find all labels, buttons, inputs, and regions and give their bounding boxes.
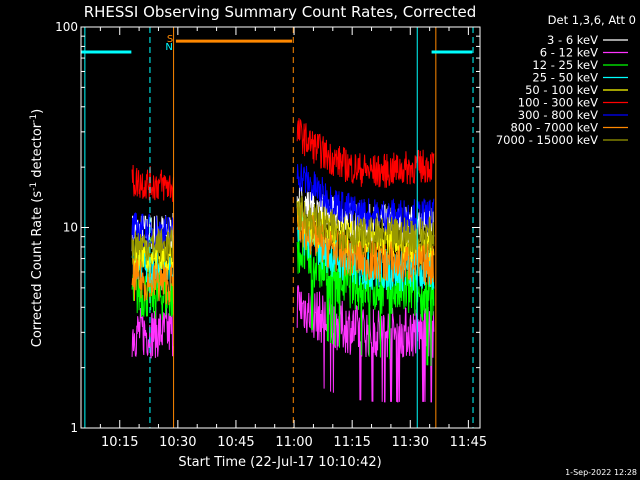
x-tick-label-5: 11:30 [392, 435, 429, 450]
y-axis-label-sup1: -1 [29, 182, 39, 191]
x-tick-label-4: 11:15 [333, 435, 370, 450]
x-tick-label-0: 10:15 [101, 435, 138, 450]
series-trace-8-segment-1 [131, 227, 174, 265]
plot-area: SN 1 10 100 10:15 10:30 10:45 11:00 11:15 11:30 11… [55, 20, 487, 450]
legend-label-2: 12 - 25 keV [532, 58, 598, 72]
x-tick-label-2: 10:45 [217, 435, 254, 450]
y-tick-label-2: 100 [55, 20, 78, 34]
legend-label-0: 3 - 6 keV [547, 33, 598, 47]
series-trace-7-segment-1 [131, 258, 174, 306]
x-tick-label-3: 11:00 [275, 435, 312, 450]
legend-label-4: 50 - 100 keV [525, 83, 598, 97]
x-axis-label: Start Time (22-Jul-17 10:10:42) [178, 455, 381, 470]
saa-flag-label: S [167, 34, 173, 45]
svg-text:Corrected Count Rate (s-1 dete: Corrected Count Rate (s-1 detector-1) [29, 109, 45, 347]
legend-label-6: 300 - 800 keV [518, 108, 598, 122]
series-trace-1-segment-2 [296, 285, 435, 403]
series-trace-2-segment-2 [296, 226, 435, 367]
y-axis-label-main: Corrected Count Rate (s [30, 191, 45, 348]
y-axis-label: Corrected Count Rate (s-1 detector-1) [29, 109, 45, 347]
x-tick-label-1: 10:30 [159, 435, 196, 450]
y-tick-label-1: 10 [63, 221, 78, 235]
y-tick-label-0: 1 [70, 421, 78, 435]
series-trace-1-segment-1 [131, 306, 174, 359]
legend-title: Det 1,3,6, Att 0 [548, 13, 636, 27]
legend-label-5: 100 - 300 keV [518, 96, 598, 110]
legend-label-7: 800 - 7000 keV [510, 121, 598, 135]
y-axis-label-mid: detector [30, 122, 45, 182]
timestamp-label: 1-Sep-2022 12:28 [565, 468, 637, 477]
series-trace-5-segment-2 [296, 117, 435, 188]
series-trace-8-segment-2 [296, 195, 435, 255]
series-trace-3-segment-2 [296, 211, 435, 292]
night-flag-label: N [165, 42, 172, 53]
legend-label-8: 7000 - 15000 keV [496, 133, 598, 147]
legend-label-3: 25 - 50 keV [532, 71, 598, 85]
legend-label-1: 6 - 12 keV [540, 46, 598, 60]
y-axis-label-sup2: -1 [29, 114, 39, 123]
chart-title: RHESSI Observing Summary Count Rates, Co… [84, 3, 477, 21]
series-trace-5-segment-1 [131, 164, 174, 202]
x-tick-label-6: 11:45 [450, 435, 487, 450]
y-axis-label-end: ) [30, 109, 45, 114]
